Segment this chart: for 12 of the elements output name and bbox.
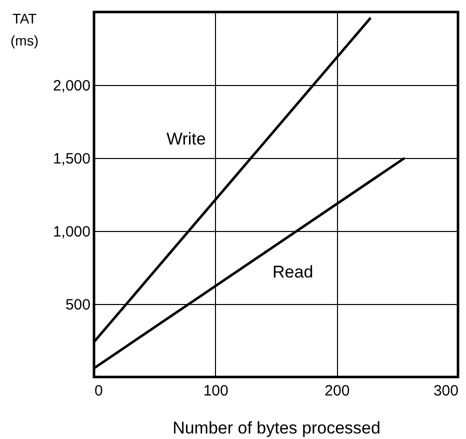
y-axis-title: TAT (ms) [10,10,38,48]
y-tick-label: 1,000 [52,224,90,240]
text: Write [166,130,206,149]
series-label: Read [272,262,314,282]
y-tick-label: 2,000 [52,78,90,94]
y-tick-label: 500 [65,296,90,314]
x-tick-label: 100 [203,382,228,400]
y-tick-label: 1,500 [52,150,90,168]
x-tick-label: 200 [324,382,350,400]
x-tick-label: 0 [94,382,103,400]
x-tick-label: 300 [433,382,458,400]
x-axis-title: Number of bytes processed [172,418,380,438]
